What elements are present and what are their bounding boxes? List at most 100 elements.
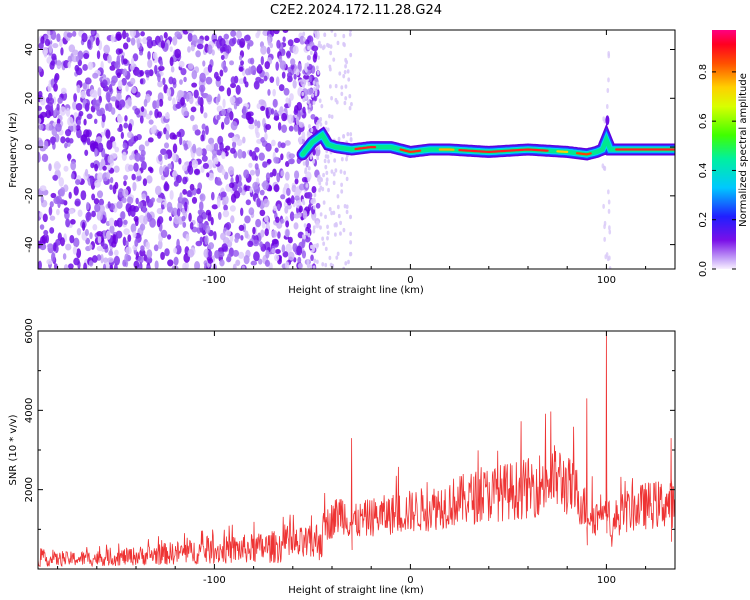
noise-blob — [156, 208, 162, 214]
faint-noise-blob — [306, 263, 310, 268]
noise-blob — [88, 244, 93, 250]
noise-blob — [109, 176, 114, 184]
noise-blob — [293, 124, 299, 132]
noise-blob — [128, 123, 133, 132]
faint-noise-blob — [302, 234, 305, 239]
noise-blob — [162, 77, 166, 86]
noise-blob — [216, 114, 221, 121]
faint-noise-blob — [603, 236, 606, 242]
noise-blob — [292, 79, 297, 89]
x-tick-label: -100 — [203, 575, 226, 586]
noise-blob — [95, 99, 101, 107]
noise-blob — [233, 190, 241, 199]
faint-noise-blob — [306, 130, 310, 136]
faint-noise-blob — [321, 186, 325, 192]
noise-blob — [91, 193, 96, 201]
noise-blob — [172, 97, 176, 107]
noise-blob — [144, 69, 151, 75]
noise-blob — [89, 89, 96, 98]
faint-noise-blob — [307, 177, 311, 182]
noise-blob — [293, 73, 297, 80]
noise-blob — [119, 99, 126, 108]
noise-blob — [62, 253, 67, 260]
noise-blob — [142, 178, 148, 187]
faint-noise-blob — [344, 64, 347, 69]
noise-blob — [258, 78, 265, 84]
faint-noise-blob — [312, 197, 316, 202]
faint-noise-blob — [326, 224, 329, 230]
noise-blob — [129, 155, 134, 161]
noise-blob — [84, 102, 90, 112]
noise-blob — [102, 79, 108, 88]
noise-blob — [211, 49, 215, 56]
noise-blob — [102, 257, 109, 264]
noise-blob — [92, 98, 97, 108]
noise-blob — [292, 242, 298, 253]
noise-blob — [295, 116, 300, 126]
faint-noise-blob — [328, 255, 332, 261]
noise-blob — [154, 260, 159, 269]
noise-blob — [207, 250, 213, 258]
noise-blob — [56, 59, 62, 70]
noise-blob — [277, 121, 282, 131]
noise-blob — [215, 149, 223, 156]
noise-blob — [101, 113, 106, 123]
noise-blob — [56, 118, 61, 125]
faint-noise-blob — [312, 205, 316, 210]
noise-blob — [282, 186, 286, 197]
noise-blob — [130, 208, 136, 217]
faint-noise-blob — [605, 104, 609, 110]
noise-blob — [191, 69, 198, 80]
noise-blob — [55, 123, 62, 132]
noise-blob — [245, 111, 252, 121]
noise-blob — [239, 38, 246, 48]
noise-blob — [117, 115, 123, 124]
noise-blob — [286, 50, 291, 59]
noise-blob — [182, 189, 188, 195]
noise-blob — [168, 216, 173, 222]
noise-blob — [182, 176, 188, 185]
faint-noise-blob — [313, 258, 317, 264]
noise-blob — [242, 105, 247, 115]
noise-blob — [134, 152, 141, 162]
faint-noise-blob — [349, 30, 352, 33]
y-tick-label: 6000 — [24, 318, 35, 343]
faint-noise-blob — [347, 259, 350, 265]
noise-blob — [153, 244, 159, 252]
faint-noise-blob — [305, 231, 309, 236]
noise-blob — [179, 192, 183, 202]
noise-blob — [258, 258, 263, 265]
spectrogram-signal-track — [296, 115, 675, 161]
noise-blob — [207, 258, 214, 264]
y-tick-label: 20 — [24, 92, 35, 105]
noise-blob — [222, 199, 227, 206]
noise-blob — [120, 131, 124, 140]
noise-blob — [63, 264, 69, 269]
faint-noise-blob — [333, 32, 337, 38]
faint-noise-blob — [328, 113, 331, 119]
noise-blob — [127, 97, 132, 106]
faint-noise-blob — [346, 69, 350, 74]
faint-noise-blob — [318, 119, 322, 124]
noise-blob — [56, 208, 60, 216]
noise-blob — [70, 161, 77, 171]
noise-blob — [225, 112, 230, 119]
noise-blob — [182, 262, 187, 269]
noise-blob — [146, 36, 153, 42]
noise-blob — [93, 118, 98, 124]
noise-blob — [122, 236, 127, 247]
noise-blob — [98, 198, 105, 206]
noise-blob — [53, 74, 58, 84]
faint-noise-blob — [602, 203, 605, 209]
spectrogram-y-label: Frequency (Hz) — [8, 112, 19, 188]
faint-noise-blob — [316, 70, 320, 75]
noise-blob — [311, 45, 319, 52]
noise-blob — [110, 107, 116, 115]
noise-blob — [124, 253, 128, 263]
noise-blob — [56, 33, 61, 43]
faint-noise-blob — [309, 155, 313, 160]
noise-blob — [267, 36, 271, 46]
noise-blob — [230, 30, 237, 37]
noise-blob — [240, 207, 244, 217]
noise-blob — [47, 101, 54, 110]
